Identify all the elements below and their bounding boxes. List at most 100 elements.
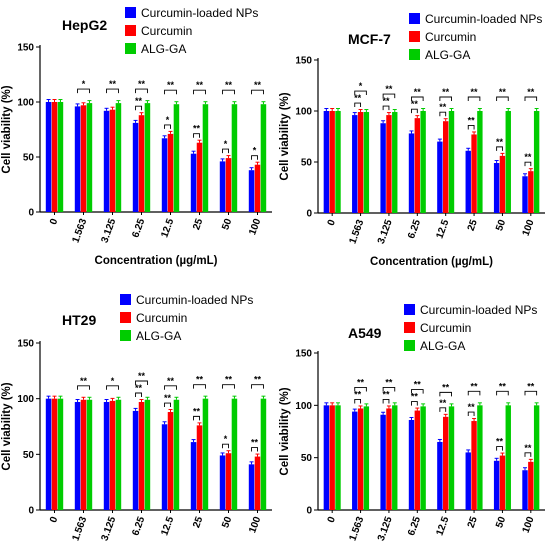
bar-3-6.25 bbox=[420, 406, 426, 510]
x-tick-label: 1.563 bbox=[70, 217, 89, 245]
x-tick-label: 6.25 bbox=[406, 515, 423, 537]
significance-marker-inner: ** bbox=[135, 96, 143, 106]
bar-2-1.563 bbox=[357, 112, 364, 213]
x-tick-label: 25 bbox=[466, 515, 480, 530]
bar-2-50 bbox=[499, 155, 506, 213]
bar-3-100 bbox=[533, 111, 540, 213]
significance-bracket-outer bbox=[467, 390, 481, 396]
legend-swatch-1 bbox=[404, 304, 415, 315]
significance-bracket-inner bbox=[135, 105, 142, 111]
legend-label-1: Curcumin-loaded NPs bbox=[141, 6, 258, 20]
y-axis-label: Cell viability (%) bbox=[1, 382, 13, 470]
bar-2-3.125 bbox=[109, 109, 116, 212]
bar-3-3.125 bbox=[115, 103, 122, 212]
significance-bracket-outer bbox=[222, 384, 235, 389]
significance-bracket-inner bbox=[251, 447, 258, 452]
significance-marker-outer: ** bbox=[527, 381, 535, 391]
legend-label-2: Curcumin bbox=[141, 24, 192, 38]
bar-3-12.5 bbox=[448, 406, 455, 510]
significance-bracket-inner bbox=[524, 161, 532, 167]
significance-marker-outer: ** bbox=[385, 377, 393, 387]
x-tick-label: 100 bbox=[247, 217, 263, 237]
bar-2-25 bbox=[471, 134, 477, 213]
significance-bracket-outer bbox=[164, 89, 177, 95]
bar-2-100 bbox=[254, 164, 261, 212]
legend-label-2: Curcumin bbox=[136, 311, 187, 325]
x-tick-label: 12.5 bbox=[159, 515, 176, 537]
bar-1-1.563 bbox=[74, 106, 81, 212]
significance-marker-outer: ** bbox=[442, 382, 450, 392]
bar-3-6.25 bbox=[144, 103, 151, 212]
y-tick-label: 50 bbox=[301, 158, 313, 169]
significance-bracket-outer bbox=[77, 385, 90, 390]
bar-3-0 bbox=[335, 405, 341, 510]
chart-panel-2: MCF-7 Curcumin-loaded NPs Curcumin ALG-GA 0 5… bbox=[279, 12, 545, 268]
bar-1-0 bbox=[45, 102, 52, 212]
bar-1-100 bbox=[248, 464, 255, 510]
significance-marker-outer: ** bbox=[527, 87, 535, 97]
bar-1-3.125 bbox=[380, 123, 386, 213]
significance-marker-inner: ** bbox=[468, 402, 476, 412]
x-tick-label: 0 bbox=[48, 515, 60, 524]
bar-3-0 bbox=[57, 102, 64, 212]
bar-1-6.25 bbox=[408, 419, 415, 510]
significance-bracket-outer bbox=[354, 387, 367, 392]
significance-bracket-inner bbox=[354, 399, 362, 404]
significance-bracket-outer bbox=[439, 391, 452, 397]
significance-marker-outer: ** bbox=[471, 87, 479, 97]
legend-swatch-2 bbox=[120, 312, 131, 323]
legend-swatch-1 bbox=[409, 13, 420, 24]
significance-marker-inner: ** bbox=[383, 96, 391, 106]
significance-marker-outer: ** bbox=[109, 79, 117, 89]
panel-title: HT29 bbox=[62, 312, 96, 328]
significance-marker-inner: ** bbox=[193, 124, 201, 134]
x-tick-label: 3.125 bbox=[376, 218, 395, 246]
x-tick-label: 100 bbox=[521, 515, 537, 535]
bar-1-0 bbox=[323, 405, 330, 510]
legend-swatch-3 bbox=[404, 340, 415, 351]
panel-title: HepG2 bbox=[62, 17, 107, 33]
significance-bracket-inner bbox=[439, 407, 447, 412]
bar-2-50 bbox=[225, 453, 232, 510]
significance-marker-outer: ** bbox=[414, 87, 422, 97]
x-tick-label: 1.563 bbox=[347, 515, 366, 543]
significance-marker-inner: ** bbox=[496, 137, 504, 147]
x-tick-label: 6.25 bbox=[406, 218, 423, 240]
significance-marker-outer: ** bbox=[254, 80, 262, 90]
bar-2-50 bbox=[225, 158, 232, 212]
x-tick-label: 12.5 bbox=[435, 515, 452, 537]
x-tick-label: 50 bbox=[220, 515, 234, 530]
bar-1-50 bbox=[219, 455, 226, 510]
significance-marker-inner: ** bbox=[135, 383, 143, 393]
bar-3-0 bbox=[335, 111, 341, 213]
significance-marker-inner: ** bbox=[354, 93, 362, 103]
significance-marker-outer: ** bbox=[254, 375, 262, 385]
bar-3-50 bbox=[505, 111, 511, 213]
y-tick-label: 100 bbox=[295, 401, 312, 412]
legend-swatch-1 bbox=[120, 294, 131, 305]
bar-2-50 bbox=[499, 455, 506, 510]
x-tick-label: 50 bbox=[494, 515, 508, 530]
x-tick-label: 25 bbox=[191, 515, 205, 530]
significance-bracket-inner bbox=[496, 146, 503, 151]
legend-label-1: Curcumin-loaded NPs bbox=[420, 303, 537, 317]
bar-1-3.125 bbox=[103, 402, 110, 510]
bar-3-1.563 bbox=[86, 103, 93, 212]
significance-bracket-inner bbox=[382, 105, 390, 111]
bar-3-1.563 bbox=[363, 112, 370, 213]
significance-marker-outer: ** bbox=[225, 375, 233, 385]
bar-2-0 bbox=[51, 102, 58, 212]
significance-bracket-outer bbox=[382, 93, 396, 99]
bar-1-25 bbox=[465, 150, 471, 213]
significance-marker-inner: ** bbox=[411, 392, 419, 402]
panel-title: MCF-7 bbox=[348, 31, 391, 47]
bar-3-12.5 bbox=[448, 111, 455, 213]
significance-bracket-outer bbox=[77, 88, 90, 94]
legend-label-3: ALG-GA bbox=[420, 339, 465, 353]
significance-bracket-outer bbox=[135, 88, 148, 94]
y-tick-label: 0 bbox=[306, 209, 312, 220]
bar-2-0 bbox=[329, 111, 335, 213]
significance-marker-inner: * bbox=[253, 146, 257, 156]
y-axis-label: Cell viability (%) bbox=[279, 387, 291, 475]
